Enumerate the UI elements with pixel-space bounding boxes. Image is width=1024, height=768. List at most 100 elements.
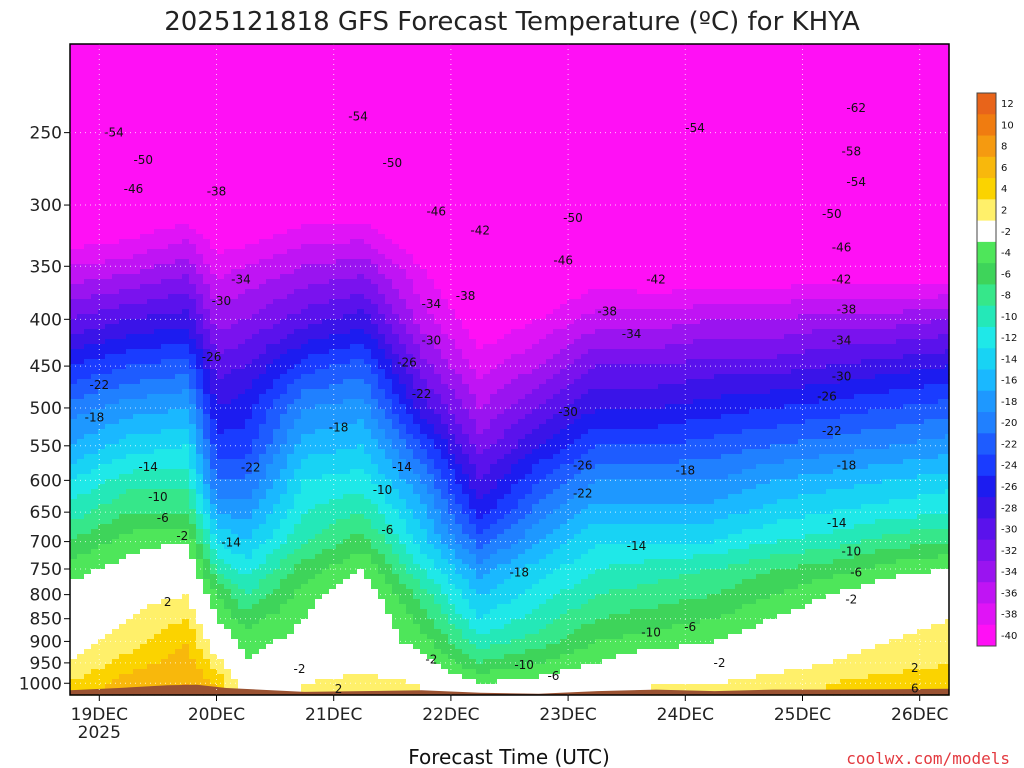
y-tick-label: 250 [30,124,62,144]
contour-label: -30 [832,370,852,384]
contour-label: -6 [684,620,696,634]
colorbar-swatch [977,624,996,647]
x-tick-label: 26DEC [891,705,948,725]
contour-label: -22 [412,387,432,401]
contour-label: -2 [845,593,857,607]
x-tick-label: 23DEC [539,705,596,725]
x-tick-label: 21DEC [305,705,362,725]
temperature-fill [70,44,950,696]
contour-label: -18 [509,566,529,580]
colorbar-label: -4 [1001,248,1011,259]
contour-label: -18 [675,463,695,477]
colorbar-label: -24 [1001,461,1017,472]
contour-label: 2 [164,595,172,609]
colorbar-swatch [977,220,996,243]
contour-label: -34 [832,334,852,348]
y-tick-label: 1000 [19,674,62,694]
contour-label: -26 [202,350,222,364]
colorbar: 12 10 8 6 4 2 -2 -4 -6 -8 -10 -12 -14 -16 -18 -20 -22 -24… [976,92,1017,647]
contour-label: -30 [422,334,442,348]
contour-label: -14 [138,460,158,474]
contour-label: -38 [597,304,617,318]
x-tick-year: 2025 [78,723,121,743]
contour-label: -6 [381,523,393,537]
contour-label: -26 [817,390,837,404]
contour-label: -50 [382,156,402,170]
colorbar-swatch [977,284,996,307]
colorbar-swatch [977,263,996,285]
contour-label: -46 [426,205,446,219]
y-tick-label: 500 [30,399,62,419]
colorbar-label: -30 [1001,525,1017,536]
colorbar-label: 6 [1001,163,1007,174]
colorbar-label: -6 [1001,269,1011,280]
colorbar-swatch [977,433,996,455]
x-tick-label: 22DEC [422,705,479,725]
colorbar-swatch [977,93,996,115]
colorbar-swatch [977,348,996,370]
colorbar-label: -18 [1001,397,1017,408]
colorbar-label: -20 [1001,418,1017,429]
y-tick-label: 350 [30,257,62,277]
contour-label: -6 [157,511,169,525]
y-axis-ticks: 2503003504004505005506006507007508008509… [19,124,70,694]
colorbar-swatch [977,135,996,158]
contour-label: -18 [837,459,857,473]
y-tick-label: 550 [30,437,62,457]
y-tick-label: 600 [30,471,62,491]
contour-label: -22 [89,378,109,392]
contour-label: -10 [514,658,534,672]
contour-label: -22 [573,486,593,500]
colorbar-label: 4 [1001,184,1007,195]
contour-label: -2 [294,662,306,676]
colorbar-swatch [977,539,996,562]
contour-label: -30 [558,405,578,419]
contour-label: -42 [832,273,852,287]
contour-label: -10 [148,490,168,504]
colorbar-label: -26 [1001,482,1017,493]
contour-label: -42 [470,224,490,238]
contour-label: 2 [911,661,919,675]
contour-label: -2 [713,656,725,670]
contour-label: -46 [553,254,573,268]
colorbar-label: -34 [1001,567,1017,578]
colorbar-swatch [977,497,996,519]
colorbar-swatch [977,412,996,434]
contour-label: -26 [573,459,593,473]
contour-label: -50 [133,153,153,167]
contour-label: -22 [241,461,261,475]
colorbar-swatch [977,560,996,583]
contour-label: -38 [207,185,227,199]
contour-label: -6 [547,669,559,683]
contour-label: -14 [627,539,647,553]
contour-label: -14 [827,516,847,530]
contour-label: 2 [335,682,343,696]
contour-label: -42 [646,273,666,287]
y-tick-label: 450 [30,357,62,377]
colorbar-label: -40 [1001,631,1017,642]
contour-label: -46 [124,182,144,196]
colorbar-swatch [977,369,996,392]
x-tick-label: 25DEC [774,705,831,725]
colorbar-swatch [977,518,996,541]
colorbar-swatch [977,114,996,136]
x-axis-label: Forecast Time (UTC) [408,745,610,768]
colorbar-swatch [977,199,996,222]
colorbar-label: -32 [1001,546,1017,557]
colorbar-label: 8 [1001,142,1007,153]
contour-label: 6 [911,681,919,695]
colorbar-swatch [977,326,996,349]
contour-label: -34 [422,297,442,311]
plot-grid [70,44,949,695]
contour-label: -2 [176,529,188,543]
y-tick-label: 800 [30,586,62,606]
colorbar-swatch [977,475,996,498]
contour-label: -18 [329,420,349,434]
colorbar-label: -38 [1001,610,1017,621]
colorbar-swatch [977,582,996,604]
contour-label: -6 [850,566,862,580]
contour-label: -54 [104,126,124,140]
contour-label: -22 [822,424,842,438]
colorbar-label: -14 [1001,354,1017,365]
